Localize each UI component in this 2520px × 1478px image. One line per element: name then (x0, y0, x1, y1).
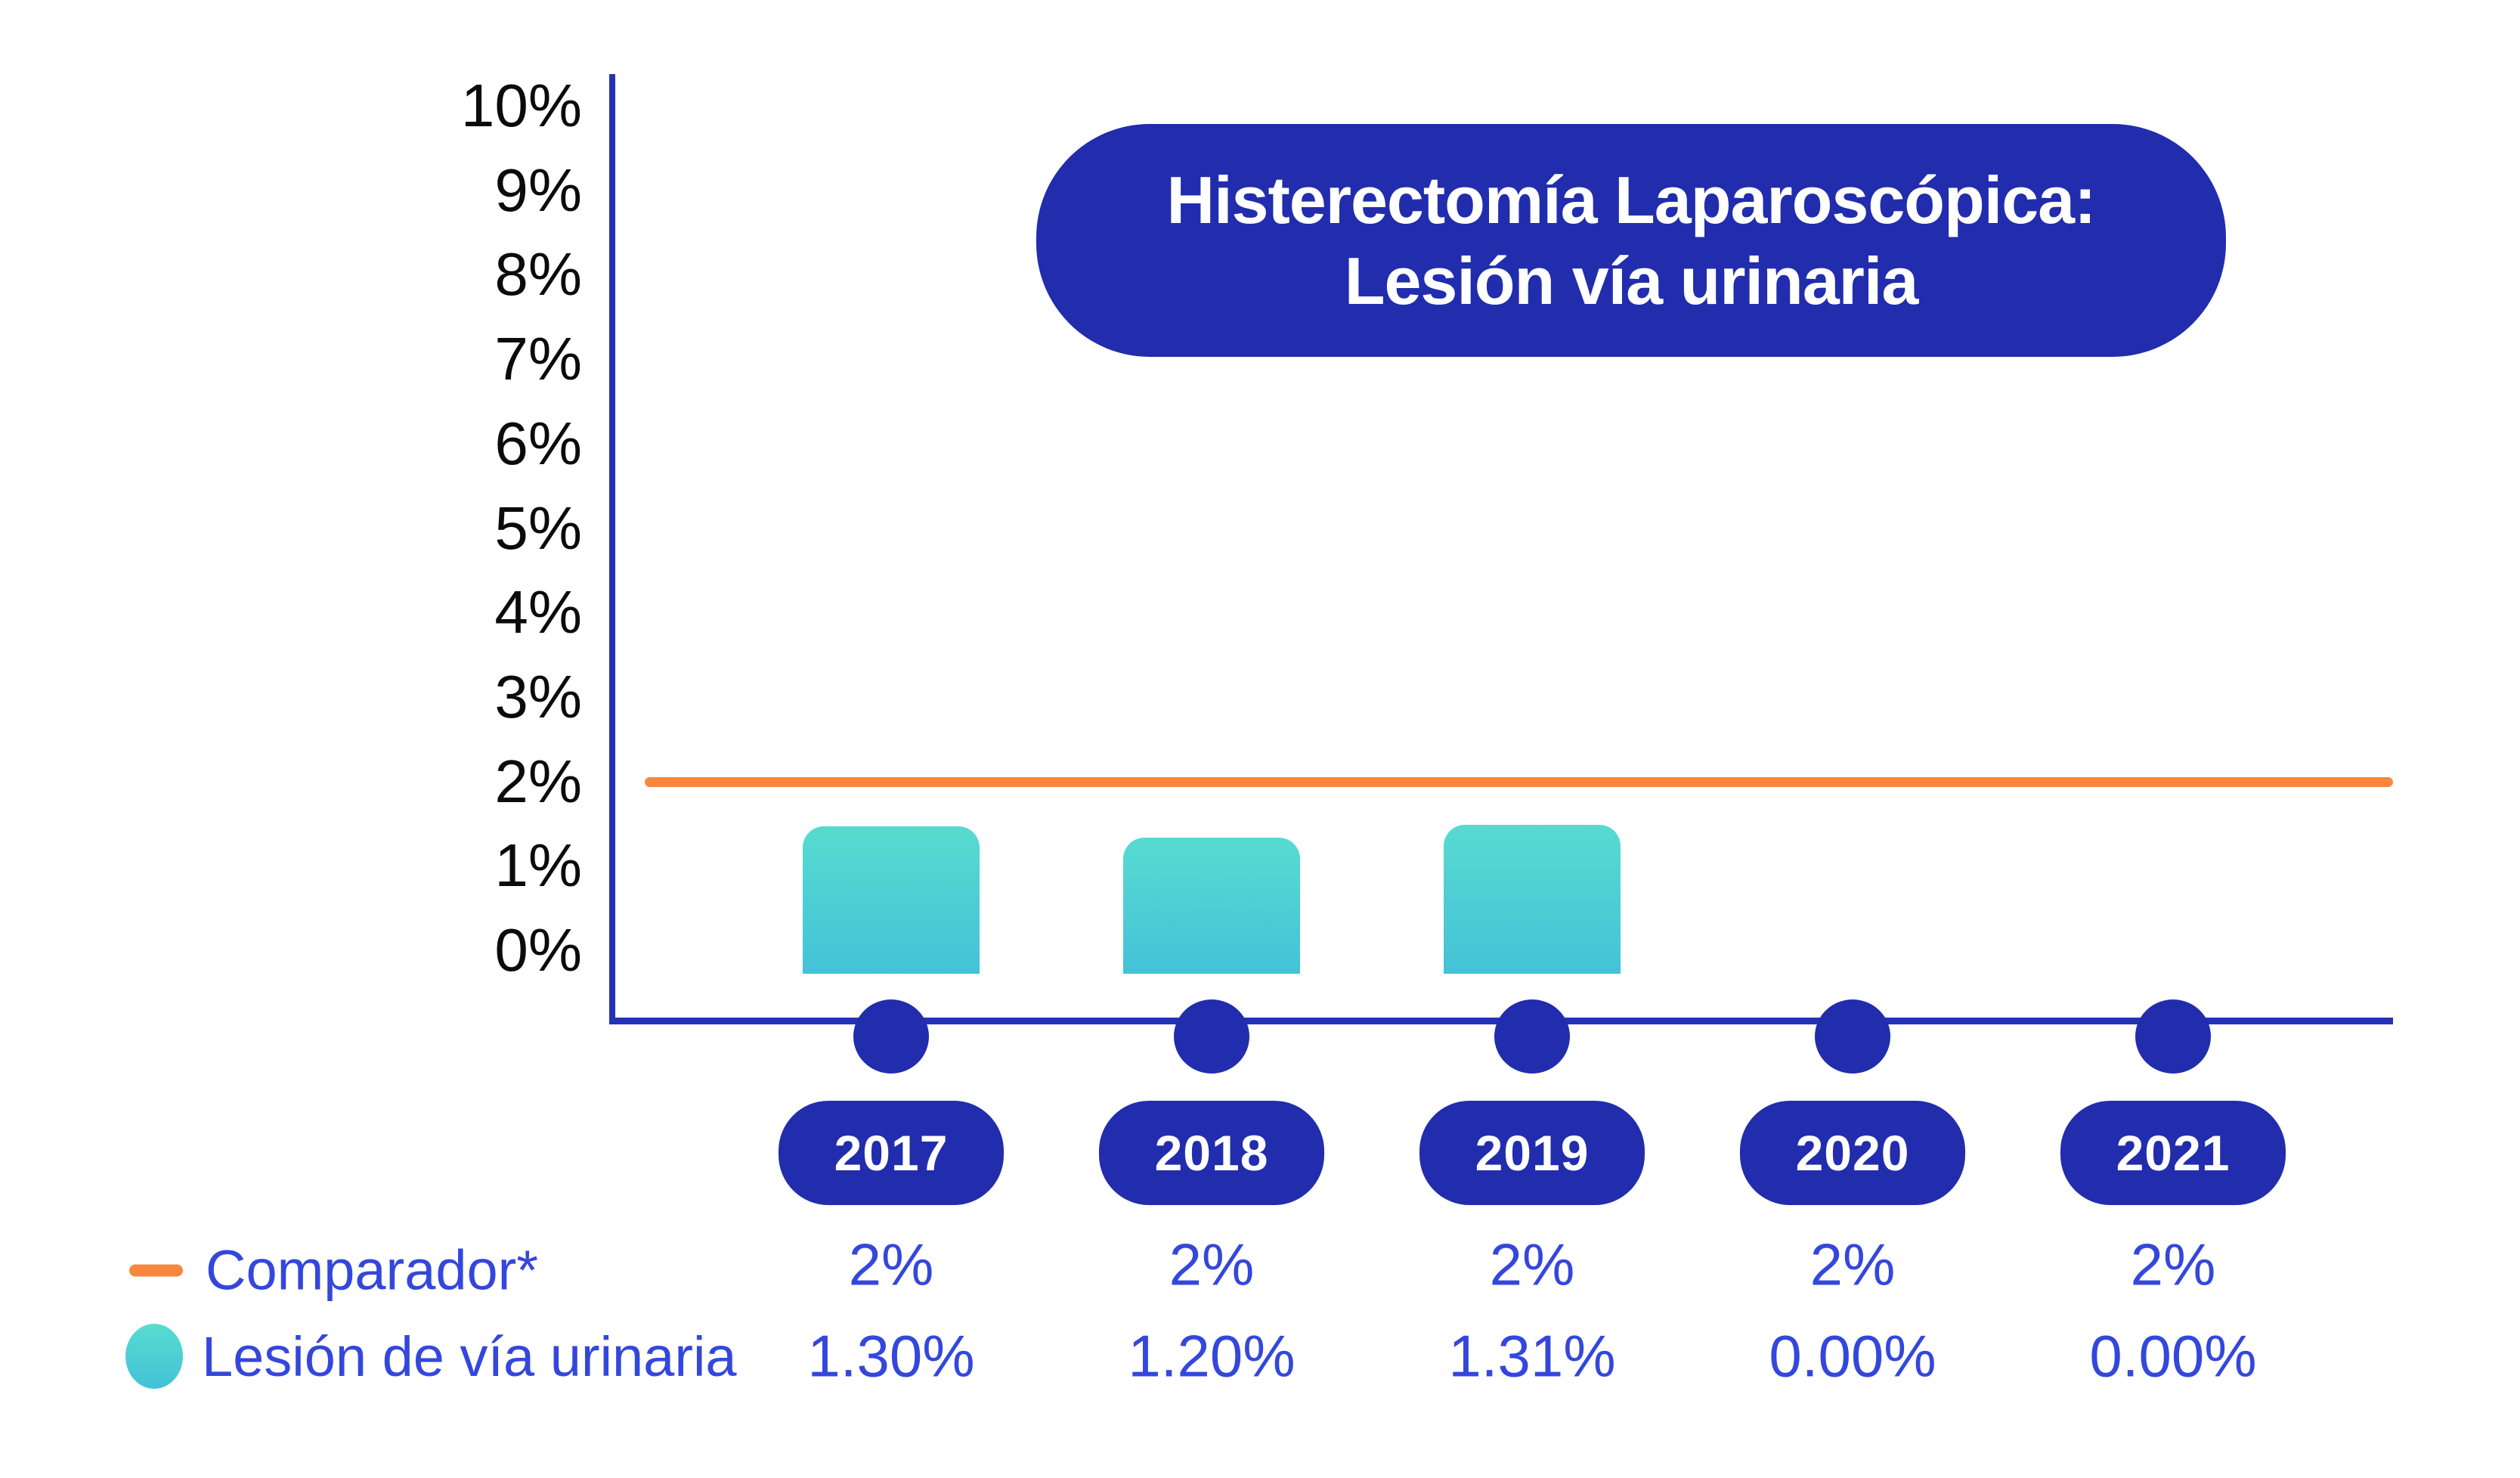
y-tick-2%: 2% (494, 747, 582, 815)
legend-label-lesion: Lesión de vía urinaria (202, 1325, 737, 1388)
bar-2017 (803, 826, 980, 974)
axis-dot-2020 (1815, 999, 1890, 1074)
legend-label-comparador: Comparador* (206, 1238, 539, 1302)
axis-dot-2019 (1494, 999, 1570, 1074)
y-tick-0%: 0% (494, 916, 582, 984)
comparator-value-2019: 2% (1489, 1231, 1575, 1298)
legend-item-comparador: Comparador* (129, 1238, 538, 1303)
lesion-value-2017: 1.30% (807, 1322, 975, 1390)
lesion-value-2021: 0.00% (2089, 1322, 2257, 1390)
y-tick-3%: 3% (494, 662, 582, 730)
y-tick-1%: 1% (494, 832, 582, 900)
y-tick-7%: 7% (494, 325, 582, 393)
chart-title-line2: Lesión vía urinaria (1344, 243, 1919, 318)
comparator-value-2020: 2% (1810, 1231, 1896, 1298)
year-pill-2019: 2019 (1419, 1101, 1645, 1205)
bar-2018 (1123, 838, 1300, 974)
y-tick-10%: 10% (460, 72, 582, 139)
y-tick-8%: 8% (494, 240, 582, 308)
lesion-value-2018: 1.20% (1128, 1322, 1296, 1390)
comparator-reference-line (645, 777, 2393, 787)
y-tick-9%: 9% (494, 156, 582, 224)
lesion-value-2020: 0.00% (1769, 1322, 1936, 1390)
y-tick-4%: 4% (494, 578, 582, 646)
teal-circle-icon (125, 1324, 183, 1389)
y-axis-line (609, 74, 615, 1024)
y-tick-6%: 6% (494, 409, 582, 477)
year-pill-2021: 2021 (2060, 1101, 2286, 1205)
chart-title-line1: Histerectomía Laparoscópica: (1166, 162, 2097, 237)
legend-item-lesion: Lesión de vía urinaria (125, 1324, 737, 1389)
year-pill-2017: 2017 (779, 1101, 1004, 1205)
comparator-value-2017: 2% (848, 1231, 934, 1298)
year-pill-2018: 2018 (1099, 1101, 1324, 1205)
comparator-value-2021: 2% (2130, 1231, 2216, 1298)
year-pill-2020: 2020 (1740, 1101, 1965, 1205)
bar-2019 (1444, 825, 1621, 974)
axis-dot-2021 (2135, 999, 2211, 1074)
y-tick-5%: 5% (494, 494, 582, 562)
lesion-value-2019: 1.31% (1448, 1322, 1616, 1390)
comparator-value-2018: 2% (1169, 1231, 1255, 1298)
axis-dot-2018 (1174, 999, 1249, 1074)
orange-dash-icon (129, 1264, 183, 1276)
chart-title-pill: Histerectomía Laparoscópica: Lesión vía … (1036, 124, 2226, 357)
axis-dot-2017 (853, 999, 929, 1074)
